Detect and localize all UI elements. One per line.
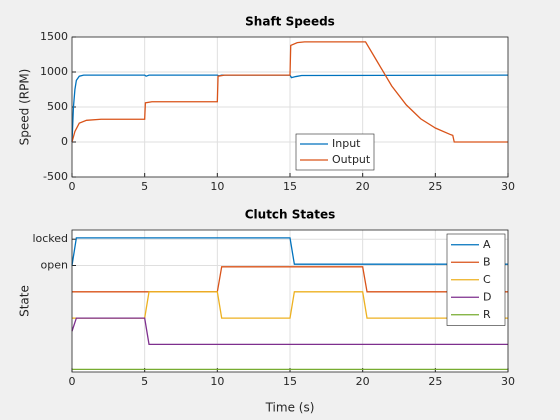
y-tick-label: open bbox=[41, 259, 68, 272]
y-tick-label: 500 bbox=[47, 100, 68, 113]
x-tick-label: 15 bbox=[283, 375, 297, 388]
x-tick-label: 25 bbox=[428, 375, 442, 388]
y-axis-label: State bbox=[18, 285, 32, 317]
x-tick-label: 30 bbox=[501, 180, 515, 193]
series-line bbox=[71, 41, 508, 143]
y-tick-label: -500 bbox=[43, 170, 68, 183]
legend-label: D bbox=[483, 290, 491, 303]
x-tick-label: 20 bbox=[356, 375, 370, 388]
y-tick-label: locked bbox=[32, 232, 68, 245]
legend-label: R bbox=[483, 308, 491, 321]
series-line bbox=[72, 291, 508, 319]
chart-title: Clutch States bbox=[245, 208, 336, 222]
y-tick-label: 1500 bbox=[40, 30, 68, 43]
legend-label: B bbox=[483, 255, 491, 268]
x-tick-label: 30 bbox=[501, 375, 515, 388]
y-axis-label: Speed (RPM) bbox=[18, 69, 32, 146]
x-tick-label: 10 bbox=[210, 375, 224, 388]
legend-box bbox=[295, 133, 375, 171]
x-tick-label: 0 bbox=[69, 180, 76, 193]
chart-title: Shaft Speeds bbox=[245, 15, 335, 29]
axes-box bbox=[71, 36, 509, 178]
x-tick-label: 25 bbox=[428, 180, 442, 193]
series-line bbox=[71, 74, 509, 143]
x-tick-label: 20 bbox=[356, 180, 370, 193]
legend-label: Output bbox=[332, 153, 371, 166]
x-axis-label: Time (s) bbox=[265, 401, 315, 415]
legend-label: Input bbox=[332, 137, 361, 150]
legend-label: A bbox=[483, 238, 491, 251]
axes-box bbox=[71, 229, 509, 373]
legend-label: C bbox=[483, 273, 491, 286]
x-tick-label: 10 bbox=[210, 180, 224, 193]
x-tick-label: 5 bbox=[141, 375, 148, 388]
x-tick-label: 15 bbox=[283, 180, 297, 193]
y-tick-label: 0 bbox=[61, 135, 68, 148]
series-line bbox=[71, 237, 508, 266]
x-tick-label: 5 bbox=[141, 180, 148, 193]
x-tick-label: 0 bbox=[69, 375, 76, 388]
y-tick-label: 1000 bbox=[40, 65, 68, 78]
series-line bbox=[71, 317, 508, 346]
